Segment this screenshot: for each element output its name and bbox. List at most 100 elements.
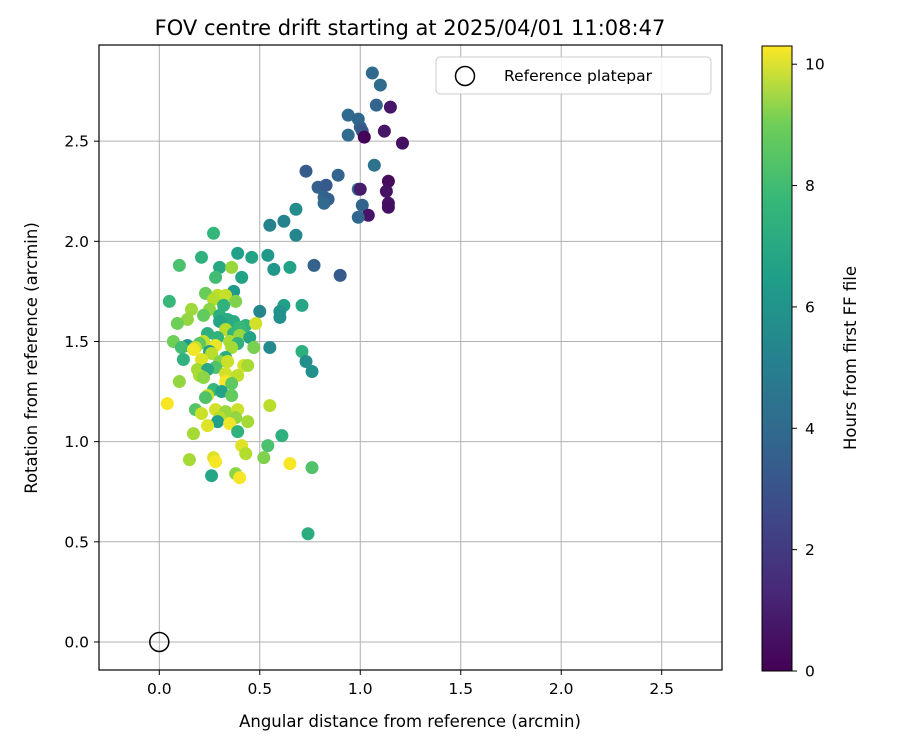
data-point (263, 340, 277, 354)
data-point (241, 415, 255, 429)
data-point (381, 174, 395, 188)
x-tick-label: 0.5 (247, 680, 272, 698)
data-point (283, 260, 297, 274)
data-point (301, 527, 315, 541)
data-point (162, 294, 176, 308)
grid-lines (99, 45, 722, 670)
data-point (197, 371, 211, 385)
data-point (341, 108, 355, 122)
data-point (182, 453, 196, 467)
x-tick-label: 1.5 (448, 680, 473, 698)
data-point (245, 250, 259, 264)
data-point (201, 419, 215, 433)
data-point (333, 268, 347, 282)
data-point (172, 375, 186, 389)
data-point (194, 353, 208, 367)
colorbar-tick-label: 0 (805, 663, 815, 681)
data-point (231, 425, 245, 439)
data-point (377, 124, 391, 138)
data-point (369, 98, 383, 112)
data-point (351, 210, 365, 224)
plot-frame (98, 44, 723, 671)
data-point (367, 158, 381, 172)
data-point (263, 218, 277, 232)
data-point (186, 342, 200, 356)
data-point (239, 447, 253, 461)
data-point (383, 100, 397, 114)
data-point (233, 471, 247, 485)
data-point (267, 262, 281, 276)
data-point (395, 136, 409, 150)
colorbar-tick-label: 10 (805, 56, 825, 74)
data-point (219, 288, 233, 302)
data-point (215, 385, 229, 399)
y-tick-label: 1.0 (64, 433, 89, 451)
x-axis-label: Angular distance from reference (arcmin) (239, 712, 581, 731)
data-point (235, 270, 249, 284)
data-point (225, 260, 239, 274)
data-point (275, 429, 289, 443)
data-point (381, 200, 395, 214)
data-point (365, 66, 379, 80)
data-point (180, 312, 194, 326)
data-point (319, 178, 333, 192)
colorbar-label: Hours from first FF file (841, 266, 860, 450)
data-point (355, 198, 369, 212)
data-point (373, 78, 387, 92)
y-axis-ticks: 0.0 0.5 1.0 1.5 2.0 2.5 (64, 133, 99, 651)
data-point (186, 427, 200, 441)
y-tick-label: 2.5 (64, 133, 89, 151)
data-point (229, 294, 243, 308)
x-tick-label: 0.0 (147, 680, 172, 698)
legend-marker (454, 65, 476, 87)
data-point (209, 455, 223, 469)
data-point (213, 260, 227, 274)
data-point (207, 226, 221, 240)
x-tick-label: 1.0 (348, 680, 373, 698)
data-point (277, 214, 291, 228)
data-point (225, 389, 239, 403)
data-point (217, 298, 231, 312)
data-point (176, 353, 190, 367)
y-tick-label: 2.0 (64, 233, 89, 251)
data-point (194, 250, 208, 264)
data-point (299, 355, 313, 369)
x-tick-label: 2.0 (549, 680, 574, 698)
data-point (225, 340, 239, 354)
colorbar-tick-label: 8 (805, 177, 815, 195)
y-axis-label: Rotation from reference (arcmin) (22, 222, 41, 494)
y-tick-label: 0.0 (64, 633, 89, 651)
data-point (257, 451, 271, 465)
chart-title: FOV centre drift starting at 2025/04/01 … (155, 16, 666, 40)
data-point (331, 168, 345, 182)
data-point (305, 461, 319, 475)
data-point (249, 316, 263, 330)
data-point (361, 208, 375, 222)
data-point (295, 298, 309, 312)
colorbar-ticks: 0 2 4 6 8 10 (792, 56, 825, 681)
data-point (299, 164, 313, 178)
data-point (357, 130, 371, 144)
y-tick-label: 0.5 (64, 533, 89, 551)
data-point (261, 248, 275, 262)
colorbar-tick-label: 2 (805, 541, 815, 559)
data-point (205, 469, 219, 483)
legend-label: Reference platepar (504, 67, 653, 85)
data-point (211, 415, 225, 429)
y-tick-label: 1.5 (64, 333, 89, 351)
data-point (353, 182, 367, 196)
data-point (197, 308, 211, 322)
legend: Reference platepar (435, 56, 712, 95)
data-point (199, 391, 213, 405)
data-point (379, 184, 393, 198)
data-point (225, 377, 239, 391)
data-point (221, 355, 235, 369)
data-point (289, 202, 303, 216)
data-point (209, 270, 223, 284)
data-point (205, 346, 219, 360)
data-point (231, 246, 245, 260)
reference-point (149, 631, 170, 653)
data-point (174, 340, 188, 354)
data-point (307, 258, 321, 272)
data-point (243, 330, 257, 344)
